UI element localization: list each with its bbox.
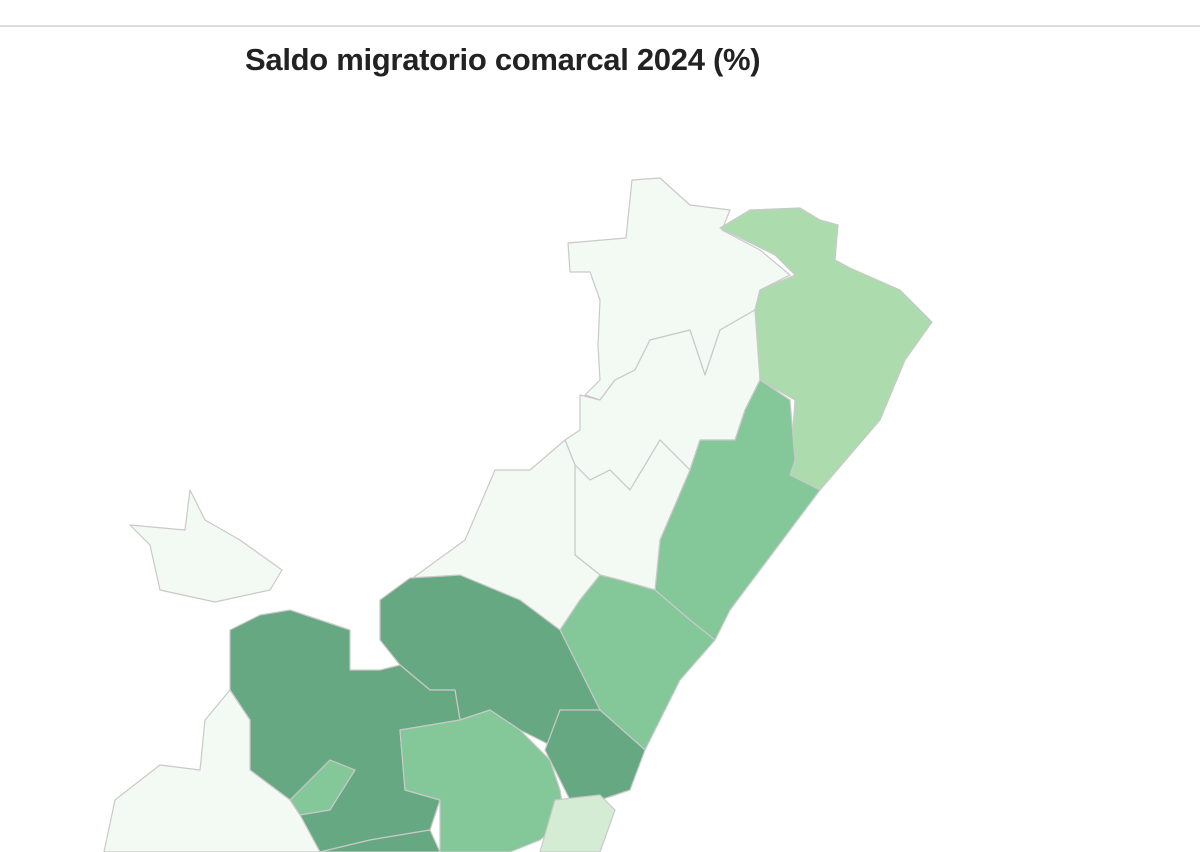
- map-title: Saldo migratorio comarcal 2024 (%): [245, 42, 761, 77]
- top-rule: [0, 25, 1200, 27]
- region: [319, 829, 441, 852]
- region: [654, 379, 821, 641]
- region: [103, 689, 321, 852]
- region: [129, 489, 283, 603]
- region: [719, 207, 933, 491]
- region: [289, 759, 356, 816]
- region: [539, 794, 616, 852]
